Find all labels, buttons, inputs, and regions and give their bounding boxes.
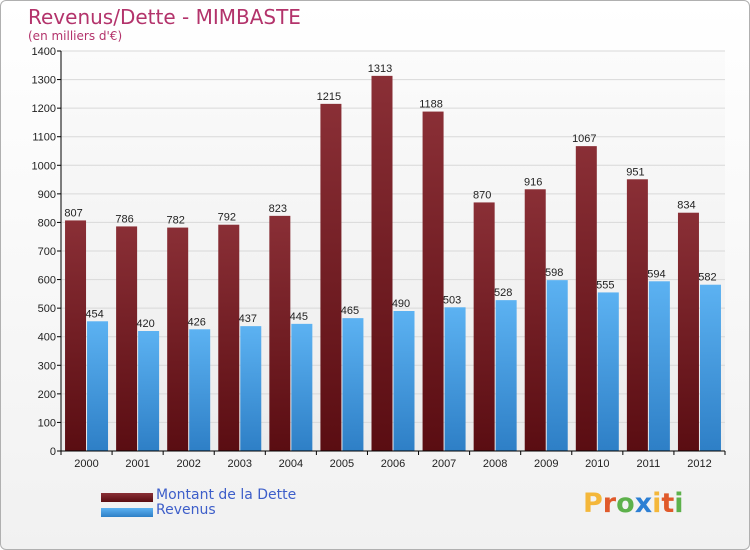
y-tick-label: 1100: [32, 132, 56, 144]
x-tick-label: 2006: [381, 458, 405, 470]
data-label-revenus: 437: [239, 313, 257, 325]
data-label-dette: 870: [473, 189, 491, 201]
bar-dette: [65, 220, 87, 451]
bar-revenus: [495, 300, 517, 451]
bar-revenus: [291, 323, 313, 451]
data-label-dette: 834: [677, 200, 695, 212]
logo-letter: P: [583, 488, 603, 519]
data-label-revenus: 490: [392, 298, 410, 310]
bar-revenus: [546, 280, 568, 451]
logo-letter: r: [602, 488, 617, 519]
bar-revenus: [648, 281, 670, 451]
legend-swatch-revenus: [101, 508, 153, 517]
data-label-dette: 782: [167, 215, 185, 227]
logo-letter: i: [652, 488, 662, 519]
x-tick-label: 2004: [279, 458, 303, 470]
x-tick-label: 2005: [330, 458, 354, 470]
chart-title: Revenus/Dette - MIMBASTE: [28, 5, 301, 29]
x-tick-label: 2003: [228, 458, 252, 470]
bar-dette: [422, 111, 444, 452]
bar-revenus: [597, 292, 619, 451]
bar-dette: [269, 215, 291, 451]
y-tick-label: 100: [38, 417, 56, 429]
y-tick-label: 700: [38, 246, 56, 258]
bar-dette: [116, 226, 138, 451]
y-tick-label: 1200: [32, 103, 56, 115]
data-label-revenus: 454: [85, 308, 103, 320]
bar-dette: [524, 189, 546, 452]
legend-label-revenus: Revenus: [156, 502, 216, 518]
logo-letter: t: [661, 488, 675, 519]
data-label-revenus: 598: [545, 267, 563, 279]
bar-dette: [626, 179, 648, 452]
x-tick-label: 2002: [176, 458, 200, 470]
data-label-revenus: 594: [647, 268, 665, 280]
data-label-revenus: 426: [188, 316, 206, 328]
legend-label-dette: Montant de la Dette: [156, 487, 297, 503]
data-label-revenus: 528: [494, 287, 512, 299]
x-tick-label: 2001: [125, 458, 149, 470]
bar-revenus: [444, 307, 466, 451]
y-tick-label: 1400: [32, 46, 56, 58]
data-label-revenus: 503: [443, 294, 461, 306]
bar-dette: [473, 202, 495, 451]
data-label-dette: 1215: [317, 91, 341, 103]
bar-dette: [677, 212, 699, 451]
data-label-dette: 792: [218, 212, 236, 224]
x-tick-label: 2000: [74, 458, 98, 470]
proxiti-logo: Proxiti: [583, 488, 684, 519]
x-tick-label: 2010: [585, 458, 609, 470]
bar-dette: [371, 75, 393, 451]
y-tick-label: 1000: [32, 160, 56, 172]
data-label-revenus: 465: [341, 305, 359, 317]
data-label-revenus: 555: [596, 279, 614, 291]
bar-revenus: [393, 311, 415, 451]
chart-subtitle: (en milliers d'€): [28, 29, 123, 43]
data-label-revenus: 445: [290, 311, 308, 323]
y-tick-label: 800: [38, 217, 56, 229]
data-label-dette: 807: [64, 207, 82, 219]
bar-revenus: [138, 331, 160, 451]
bar-dette: [218, 224, 240, 451]
x-tick-label: 2011: [637, 458, 661, 470]
bar-revenus: [189, 329, 211, 451]
logo-letter: x: [634, 488, 653, 519]
bar-dette: [320, 103, 342, 451]
logo-letter: i: [674, 488, 684, 519]
y-tick-label: 600: [38, 275, 56, 287]
bar-revenus: [87, 321, 109, 451]
data-label-dette: 786: [115, 213, 133, 225]
y-tick-label: 1300: [32, 75, 56, 87]
bar-revenus: [342, 318, 364, 451]
y-tick-label: 900: [38, 189, 56, 201]
y-tick-label: 400: [38, 332, 56, 344]
y-tick-label: 200: [38, 389, 56, 401]
bar-revenus: [240, 326, 262, 451]
x-tick-label: 2007: [432, 458, 456, 470]
bar-dette: [575, 146, 597, 451]
bar-revenus: [699, 284, 721, 451]
data-label-dette: 951: [626, 166, 644, 178]
y-tick-label: 300: [38, 360, 56, 372]
data-label-dette: 1188: [419, 99, 443, 111]
legend-swatch-dette: [101, 493, 153, 502]
bar-dette: [167, 227, 189, 451]
data-label-revenus: 420: [136, 318, 154, 330]
data-label-dette: 1067: [572, 133, 596, 145]
x-tick-label: 2012: [687, 458, 711, 470]
logo-letter: o: [616, 488, 635, 519]
data-label-dette: 1313: [368, 63, 392, 75]
y-tick-label: 0: [50, 446, 56, 458]
data-label-dette: 823: [269, 203, 287, 215]
data-label-revenus: 582: [698, 272, 716, 284]
data-label-dette: 916: [524, 176, 542, 188]
x-tick-label: 2008: [483, 458, 507, 470]
y-tick-label: 500: [38, 303, 56, 315]
x-tick-label: 2009: [534, 458, 558, 470]
